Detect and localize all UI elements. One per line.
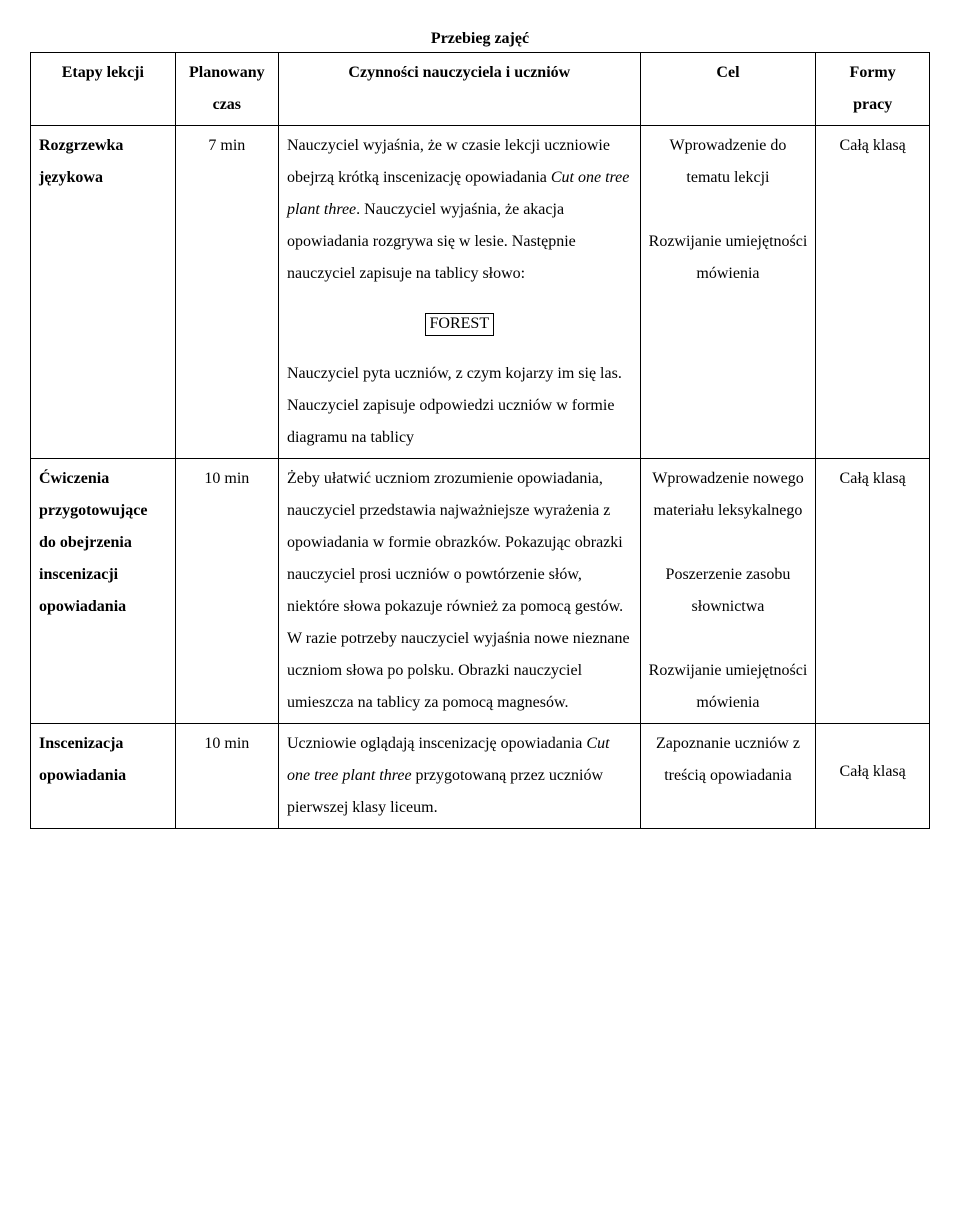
forest-box: FOREST bbox=[425, 313, 495, 336]
lesson-table: Etapy lekcji Planowany czas Czynności na… bbox=[30, 52, 930, 829]
activities-text: Uczniowie oglądają inscenizację opowiada… bbox=[287, 735, 586, 752]
page-title: Przebieg zajęć bbox=[30, 30, 930, 48]
cell-czas: 10 min bbox=[175, 459, 278, 724]
cell-formy: Całą klasą bbox=[816, 724, 930, 829]
header-etapy: Etapy lekcji bbox=[31, 53, 176, 126]
cell-formy: Całą klasą bbox=[816, 126, 930, 459]
cell-etapy: Ćwiczenia przygotowujące do obejrzenia i… bbox=[31, 459, 176, 724]
header-activities: Czynności nauczyciela i uczniów bbox=[278, 53, 640, 126]
table-header-row: Etapy lekcji Planowany czas Czynności na… bbox=[31, 53, 930, 126]
header-formy-line2: pracy bbox=[824, 89, 921, 121]
cell-czas: 10 min bbox=[175, 724, 278, 829]
table-row: Inscenizacja opowiadania 10 min Uczniowi… bbox=[31, 724, 930, 829]
cell-activities: Uczniowie oglądają inscenizację opowiada… bbox=[278, 724, 640, 829]
cell-formy: Całą klasą bbox=[816, 459, 930, 724]
header-czas-line1: Planowany bbox=[184, 57, 270, 89]
header-formy: Formy pracy bbox=[816, 53, 930, 126]
header-czas-line2: czas bbox=[184, 89, 270, 121]
header-cel: Cel bbox=[640, 53, 816, 126]
activities-text: Nauczyciel pyta uczniów, z czym kojarzy … bbox=[287, 358, 632, 454]
forest-box-wrap: FOREST bbox=[287, 308, 632, 340]
cell-activities: Nauczyciel wyjaśnia, że w czasie lekcji … bbox=[278, 126, 640, 459]
cell-czas: 7 min bbox=[175, 126, 278, 459]
cell-cel: Zapoznanie uczniów z treścią opowiadania bbox=[640, 724, 816, 829]
cell-cel: Wprowadzenie do tematu lekcji Rozwijanie… bbox=[640, 126, 816, 459]
cell-cel: Wprowadzenie nowego materiału leksykalne… bbox=[640, 459, 816, 724]
table-row: Rozgrzewka językowa 7 min Nauczyciel wyj… bbox=[31, 126, 930, 459]
page: Przebieg zajęć Etapy lekcji Planowany cz… bbox=[30, 30, 930, 829]
cell-activities: Żeby ułatwić uczniom zrozumienie opowiad… bbox=[278, 459, 640, 724]
activities-text: Żeby ułatwić uczniom zrozumienie opowiad… bbox=[287, 463, 632, 719]
table-row: Ćwiczenia przygotowujące do obejrzenia i… bbox=[31, 459, 930, 724]
cell-etapy: Inscenizacja opowiadania bbox=[31, 724, 176, 829]
header-czas: Planowany czas bbox=[175, 53, 278, 126]
header-formy-line1: Formy bbox=[824, 57, 921, 89]
cell-etapy: Rozgrzewka językowa bbox=[31, 126, 176, 459]
